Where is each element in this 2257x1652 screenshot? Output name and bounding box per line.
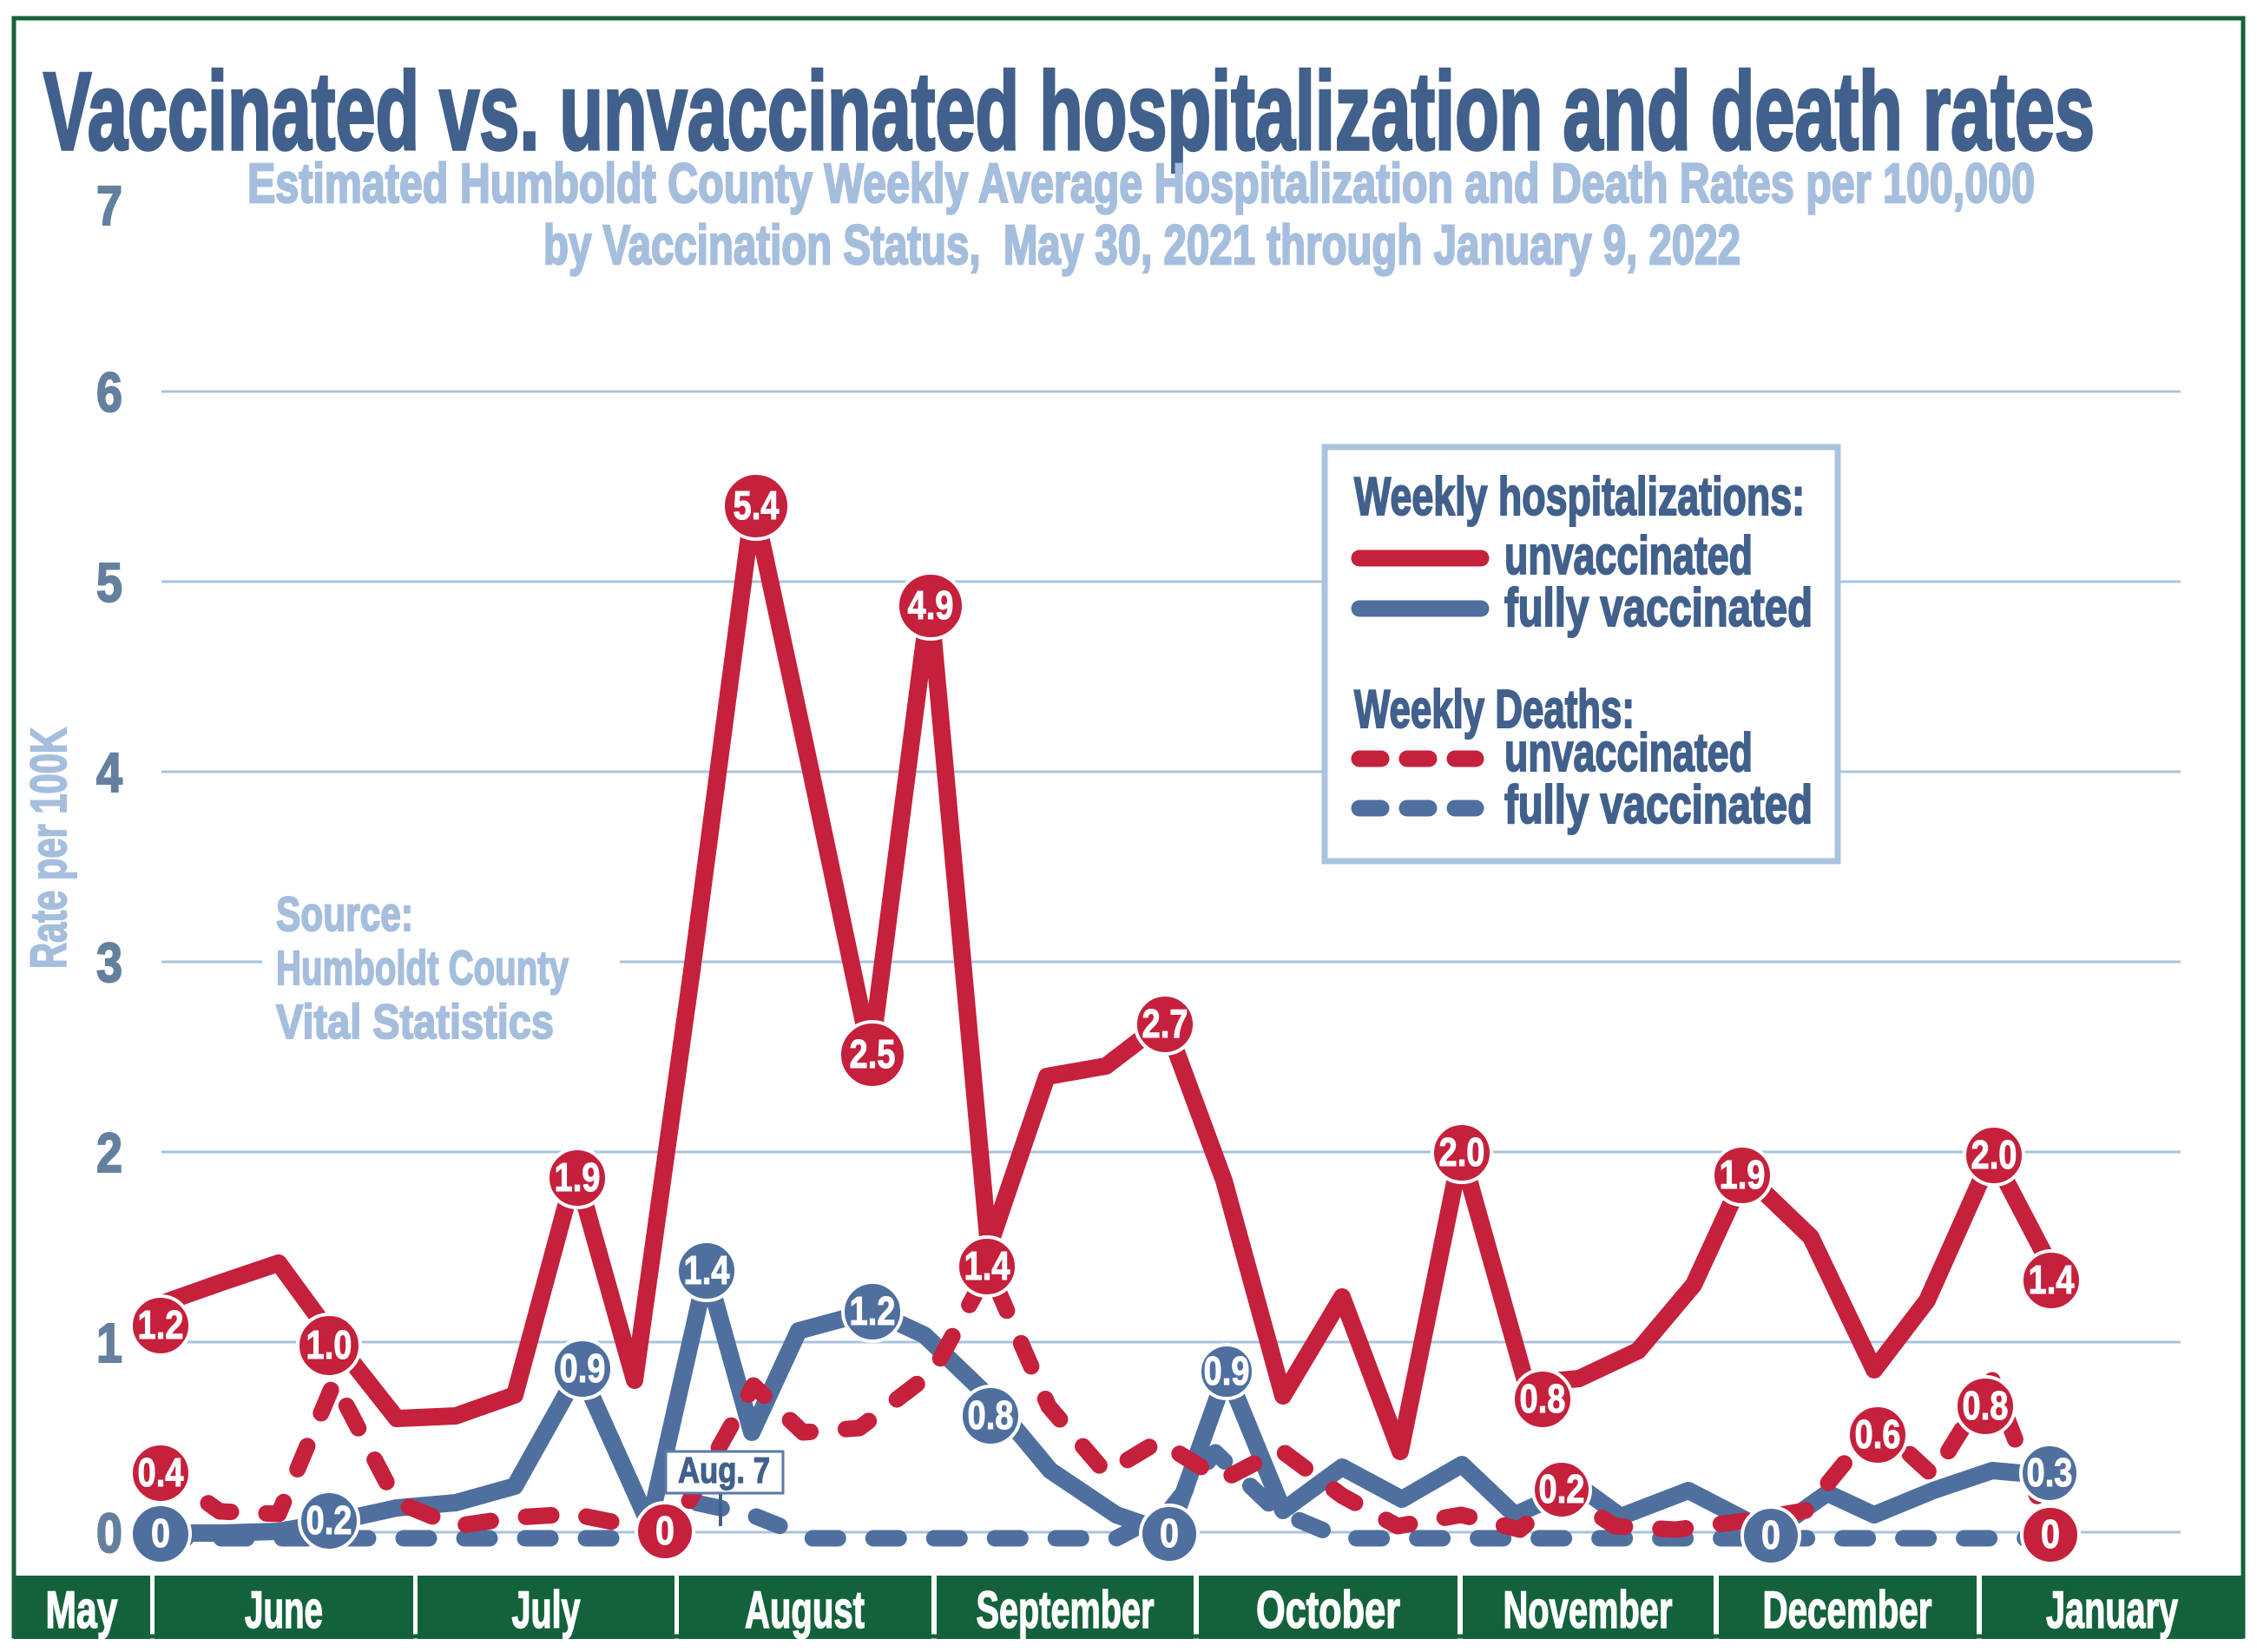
- svg-text:0.9: 0.9: [560, 1346, 606, 1391]
- svg-text:October: October: [1256, 1581, 1400, 1639]
- svg-text:0.8: 0.8: [1520, 1376, 1566, 1421]
- svg-text:by Vaccination Status, May 30: by Vaccination Status, May 30, 2021 thro…: [543, 214, 1740, 276]
- svg-text:1.2: 1.2: [138, 1302, 184, 1347]
- svg-text:1.4: 1.4: [684, 1247, 730, 1293]
- svg-text:6: 6: [96, 361, 122, 424]
- svg-text:1.4: 1.4: [2029, 1257, 2075, 1302]
- svg-text:2.5: 2.5: [850, 1031, 896, 1076]
- svg-text:Estimated Humboldt County Week: Estimated Humboldt County Weekly Average…: [247, 152, 2035, 214]
- svg-text:1.2: 1.2: [850, 1288, 896, 1333]
- svg-text:0.6: 0.6: [1855, 1412, 1901, 1457]
- svg-text:5: 5: [96, 551, 122, 614]
- svg-text:1.0: 1.0: [306, 1322, 352, 1367]
- svg-text:5.4: 5.4: [734, 483, 780, 528]
- svg-text:September: September: [977, 1581, 1155, 1639]
- svg-text:4: 4: [96, 741, 122, 804]
- svg-text:1.4: 1.4: [964, 1243, 1010, 1288]
- svg-text:1.9: 1.9: [1720, 1152, 1766, 1197]
- svg-text:fully vaccinated: fully vaccinated: [1504, 775, 1813, 835]
- svg-text:0.2: 0.2: [1539, 1466, 1585, 1511]
- svg-text:Weekly hospitalizations:: Weekly hospitalizations:: [1354, 467, 1805, 527]
- svg-text:2: 2: [96, 1122, 122, 1184]
- svg-text:2.7: 2.7: [1142, 1001, 1188, 1046]
- svg-text:Humboldt County: Humboldt County: [276, 940, 569, 995]
- svg-text:December: December: [1763, 1581, 1932, 1639]
- svg-text:0.3: 0.3: [2027, 1450, 2073, 1495]
- svg-text:Weekly Deaths:: Weekly Deaths:: [1354, 680, 1635, 740]
- svg-text:Vital Statistics: Vital Statistics: [276, 994, 554, 1049]
- svg-text:2.0: 2.0: [1439, 1129, 1485, 1175]
- svg-text:0.9: 0.9: [1204, 1348, 1250, 1393]
- svg-text:July: July: [512, 1581, 581, 1639]
- svg-text:unvaccinated: unvaccinated: [1504, 526, 1753, 586]
- svg-text:Rate per 100K: Rate per 100K: [21, 727, 77, 969]
- svg-text:0.4: 0.4: [138, 1450, 184, 1495]
- svg-text:1: 1: [96, 1312, 122, 1374]
- svg-text:0: 0: [151, 1510, 170, 1556]
- svg-text:June: June: [245, 1581, 323, 1639]
- svg-text:0.8: 0.8: [968, 1392, 1014, 1438]
- svg-text:Aug. 7: Aug. 7: [678, 1450, 770, 1491]
- svg-text:0: 0: [1761, 1512, 1780, 1557]
- svg-text:0: 0: [96, 1502, 122, 1564]
- svg-text:Source:: Source:: [276, 886, 413, 941]
- svg-text:November: November: [1504, 1581, 1673, 1639]
- svg-text:January: January: [2046, 1581, 2178, 1639]
- svg-text:0.2: 0.2: [306, 1497, 352, 1543]
- svg-text:May: May: [46, 1581, 118, 1639]
- svg-text:3: 3: [96, 931, 122, 994]
- svg-text:7: 7: [96, 174, 122, 237]
- svg-text:0: 0: [1160, 1510, 1179, 1556]
- svg-text:2.0: 2.0: [1971, 1132, 2017, 1177]
- svg-text:unvaccinated: unvaccinated: [1504, 723, 1753, 783]
- svg-text:1.9: 1.9: [555, 1155, 601, 1200]
- svg-text:fully vaccinated: fully vaccinated: [1504, 578, 1813, 638]
- svg-text:August: August: [745, 1581, 865, 1639]
- svg-text:Vaccinated vs. unvaccinated ho: Vaccinated vs. unvaccinated hospitalizat…: [43, 49, 2095, 173]
- svg-text:0: 0: [2041, 1511, 2060, 1557]
- svg-text:0.8: 0.8: [1963, 1383, 2009, 1428]
- svg-text:0: 0: [655, 1508, 674, 1553]
- svg-text:4.9: 4.9: [908, 582, 954, 628]
